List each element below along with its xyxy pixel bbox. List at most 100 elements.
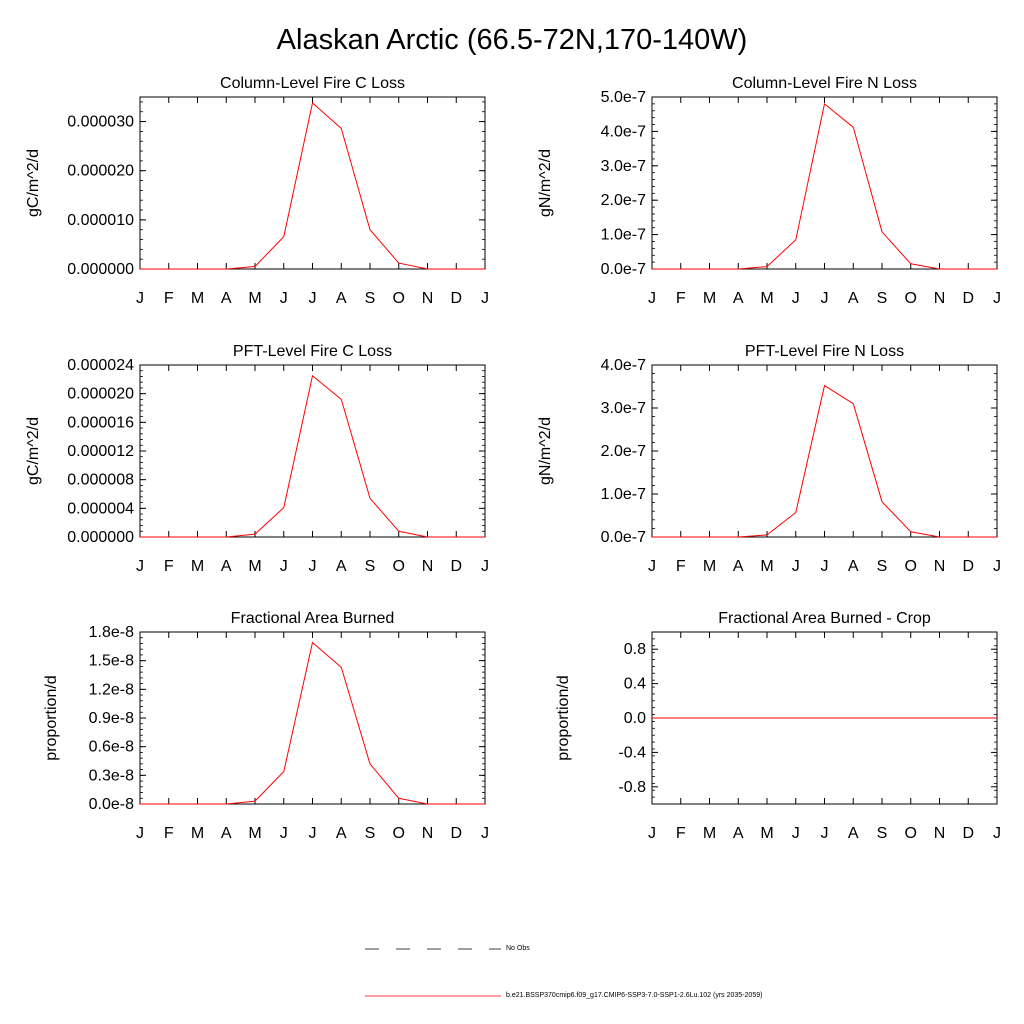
x-tick-label: F — [676, 290, 686, 307]
x-tick-label: J — [993, 825, 1001, 842]
y-tick-label: 0.0e-7 — [601, 529, 646, 546]
y-tick-label: 0.000008 — [67, 472, 134, 489]
x-tick-label: A — [848, 825, 859, 842]
y-tick-label: 0.000020 — [67, 386, 134, 403]
x-tick-label: D — [450, 290, 462, 307]
x-tick-label: N — [934, 825, 946, 842]
x-tick-label: A — [336, 558, 347, 575]
chart-panel-4: J F M A M J J A S O N D J0.0e-71.0e-72.0e-73.0e-74.0… — [537, 343, 1001, 575]
plot-frame — [651, 364, 998, 538]
x-tick-label: J — [280, 290, 288, 307]
x-tick-label: S — [877, 825, 888, 842]
x-tick-label: D — [450, 558, 462, 575]
x-tick-label: S — [877, 558, 888, 575]
x-tick-label: O — [393, 825, 405, 842]
x-tick-label: J — [821, 558, 829, 575]
chart-panel-2: J F M A M J J A S O N D J0.0e-71.0e-72.0e-73.0e-74.0… — [537, 75, 1001, 307]
y-tick-label: 0.000020 — [67, 163, 134, 180]
x-tick-label: D — [962, 558, 974, 575]
x-tick-label: F — [164, 558, 174, 575]
x-tick-label: S — [877, 290, 888, 307]
y-tick-label: -0.8 — [618, 779, 646, 796]
x-tick-label: S — [365, 290, 376, 307]
y-tick-label: 0.000024 — [67, 357, 134, 374]
x-tick-label: J — [648, 558, 656, 575]
x-tick-label: S — [365, 558, 376, 575]
panel-title: PFT-Level Fire C Loss — [233, 343, 392, 360]
x-tick-label: A — [221, 825, 232, 842]
y-tick-label: 0.000004 — [67, 500, 134, 517]
y-tick-label: 0.3e-8 — [89, 767, 134, 784]
x-tick-label: J — [648, 825, 656, 842]
x-tick-label: J — [280, 825, 288, 842]
chart-panel-3: J F M A M J J A S O N D J0.0000000.0000040.0000080.0… — [25, 343, 489, 575]
y-tick-label: 4.0e-7 — [601, 357, 646, 374]
plot-frame — [139, 364, 486, 538]
x-tick-label: M — [191, 558, 204, 575]
x-tick-label: D — [962, 825, 974, 842]
y-tick-label: 5.0e-7 — [601, 89, 646, 106]
y-tick-label: 0.000000 — [67, 261, 134, 278]
y-tick-label: 0.000000 — [67, 529, 134, 546]
series-line — [652, 102, 997, 270]
x-tick-label: J — [309, 825, 317, 842]
x-tick-label: J — [136, 290, 144, 307]
x-tick-label: M — [760, 558, 773, 575]
x-tick-label: J — [993, 558, 1001, 575]
series-line — [652, 384, 997, 538]
y-tick-label: 0.000012 — [67, 443, 134, 460]
y-axis-label: gC/m^2/d — [25, 149, 42, 217]
x-tick-label: F — [676, 825, 686, 842]
y-tick-label: 1.2e-8 — [89, 681, 134, 698]
y-tick-label: 3.0e-7 — [601, 400, 646, 417]
panel-title: PFT-Level Fire N Loss — [745, 343, 904, 360]
legend-label-no-obs: No Obs — [506, 945, 530, 952]
x-tick-label: J — [481, 825, 489, 842]
x-tick-label: M — [703, 290, 716, 307]
series-line — [140, 641, 485, 805]
x-tick-label: A — [336, 290, 347, 307]
x-tick-label: A — [733, 558, 744, 575]
y-tick-label: 0.0e-7 — [601, 261, 646, 278]
x-tick-label: N — [422, 825, 434, 842]
x-tick-label: J — [821, 825, 829, 842]
y-tick-label: 0.6e-8 — [89, 739, 134, 756]
panel-title: Fractional Area Burned - Crop — [718, 610, 931, 627]
x-tick-label: O — [393, 558, 405, 575]
x-tick-label: F — [676, 558, 686, 575]
x-tick-label: M — [191, 290, 204, 307]
y-tick-label: -0.4 — [618, 744, 646, 761]
x-tick-label: F — [164, 290, 174, 307]
legend-swatch-solid — [365, 995, 501, 997]
x-tick-label: M — [703, 825, 716, 842]
y-tick-label: 0.000030 — [67, 114, 134, 131]
y-tick-label: 0.0e-8 — [89, 796, 134, 813]
x-tick-label: J — [481, 290, 489, 307]
y-tick-label: 3.0e-7 — [601, 158, 646, 175]
y-tick-label: 0.8 — [624, 641, 646, 658]
y-tick-label: 4.0e-7 — [601, 123, 646, 140]
x-tick-label: J — [792, 290, 800, 307]
y-tick-label: 2.0e-7 — [601, 443, 646, 460]
chart-panel-6: J F M A M J J A S O N D J-0.8-0.40.00.40.8Fractional… — [555, 610, 1001, 842]
y-tick-label: 0.000016 — [67, 414, 134, 431]
y-tick-label: 0.9e-8 — [89, 710, 134, 727]
y-tick-label: 0.0 — [624, 710, 646, 727]
x-tick-label: A — [221, 558, 232, 575]
x-tick-label: J — [136, 825, 144, 842]
x-tick-label: M — [703, 558, 716, 575]
y-tick-label: 1.0e-7 — [601, 227, 646, 244]
y-axis-label: gC/m^2/d — [25, 417, 42, 485]
x-tick-label: J — [481, 558, 489, 575]
x-tick-label: M — [248, 825, 261, 842]
x-tick-label: J — [648, 290, 656, 307]
x-tick-label: J — [821, 290, 829, 307]
x-tick-label: O — [393, 290, 405, 307]
y-axis-label: gN/m^2/d — [537, 417, 554, 485]
legend-entry-no-obs — [365, 942, 505, 956]
y-tick-label: 1.8e-8 — [89, 624, 134, 641]
legend-label-model-run: b.e21.BSSP370cmip6.f09_g17.CMIP6-SSP3-7.… — [506, 992, 763, 999]
y-tick-label: 0.4 — [624, 676, 646, 693]
x-tick-label: J — [280, 558, 288, 575]
